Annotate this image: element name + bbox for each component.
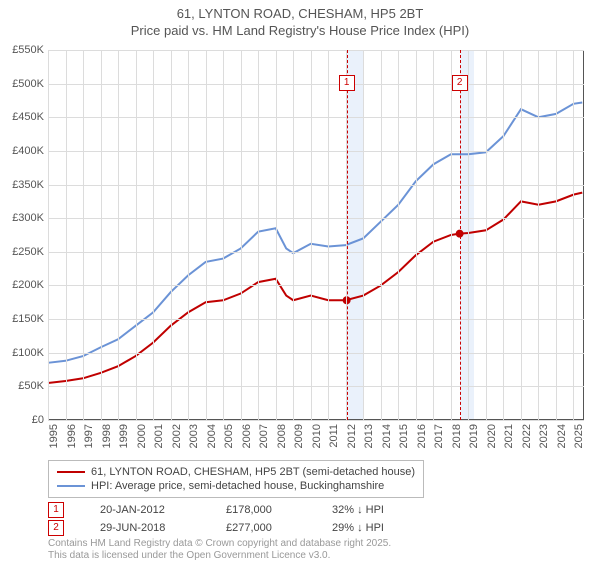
data-points-table: 1 20-JAN-2012 £178,000 32% ↓ HPI 2 29-JU…: [48, 501, 422, 537]
band-marker: 2: [452, 75, 468, 91]
x-tick-label: 1998: [101, 424, 113, 448]
x-tick-label: 2009: [293, 424, 305, 448]
dp-date: 29-JUN-2018: [100, 522, 190, 534]
x-tick-label: 2002: [171, 424, 183, 448]
x-tick-label: 2018: [451, 424, 463, 448]
chart-title: 61, LYNTON ROAD, CHESHAM, HP5 2BT Price …: [0, 0, 600, 40]
legend: 61, LYNTON ROAD, CHESHAM, HP5 2BT (semi-…: [48, 460, 424, 498]
data-point-row: 2 29-JUN-2018 £277,000 29% ↓ HPI: [48, 519, 422, 537]
x-tick-label: 2000: [136, 424, 148, 448]
x-tick-label: 1996: [66, 424, 78, 448]
x-tick-label: 2003: [188, 424, 200, 448]
x-tick-label: 2015: [398, 424, 410, 448]
y-tick-label: £100K: [12, 347, 44, 359]
x-tick-label: 2012: [346, 424, 358, 448]
dp-price: £277,000: [226, 522, 296, 534]
y-tick-label: £50K: [18, 380, 44, 392]
dp-price: £178,000: [226, 504, 296, 516]
legend-item: 61, LYNTON ROAD, CHESHAM, HP5 2BT (semi-…: [57, 465, 415, 479]
x-tick-label: 2016: [416, 424, 428, 448]
y-tick-label: £550K: [12, 44, 44, 56]
marker-badge: 2: [48, 520, 64, 536]
dp-date: 20-JAN-2012: [100, 504, 190, 516]
chart-area: £0£50K£100K£150K£200K£250K£300K£350K£400…: [48, 50, 584, 420]
x-tick-label: 2019: [468, 424, 480, 448]
x-tick-label: 2022: [521, 424, 533, 448]
footer-text: Contains HM Land Registry data © Crown c…: [48, 538, 391, 562]
data-point-row: 1 20-JAN-2012 £178,000 32% ↓ HPI: [48, 501, 422, 519]
x-tick-label: 2017: [433, 424, 445, 448]
y-tick-label: £400K: [12, 145, 44, 157]
x-tick-label: 2025: [573, 424, 585, 448]
x-tick-label: 2024: [556, 424, 568, 448]
x-tick-label: 2021: [503, 424, 515, 448]
x-tick-label: 2007: [258, 424, 270, 448]
footer-line1: Contains HM Land Registry data © Crown c…: [48, 538, 391, 550]
legend-label: HPI: Average price, semi-detached house,…: [91, 480, 384, 492]
legend-swatch: [57, 471, 85, 473]
x-tick-label: 1995: [48, 424, 60, 448]
y-tick-label: £150K: [12, 313, 44, 325]
y-tick-label: £250K: [12, 246, 44, 258]
title-line2: Price paid vs. HM Land Registry's House …: [0, 23, 600, 40]
legend-label: 61, LYNTON ROAD, CHESHAM, HP5 2BT (semi-…: [91, 466, 415, 478]
band-marker: 1: [339, 75, 355, 91]
y-tick-label: £350K: [12, 179, 44, 191]
x-tick-label: 2006: [241, 424, 253, 448]
title-line1: 61, LYNTON ROAD, CHESHAM, HP5 2BT: [0, 6, 600, 23]
marker-badge: 1: [48, 502, 64, 518]
x-tick-label: 2013: [363, 424, 375, 448]
y-tick-label: £500K: [12, 78, 44, 90]
x-tick-label: 2011: [328, 424, 340, 448]
dp-pct: 29% ↓ HPI: [332, 522, 422, 534]
x-tick-label: 2001: [153, 424, 165, 448]
x-tick-label: 2008: [276, 424, 288, 448]
legend-item: HPI: Average price, semi-detached house,…: [57, 479, 415, 493]
x-tick-label: 2010: [311, 424, 323, 448]
x-tick-label: 2005: [223, 424, 235, 448]
legend-swatch: [57, 485, 85, 487]
y-tick-label: £200K: [12, 279, 44, 291]
y-tick-label: £300K: [12, 212, 44, 224]
y-tick-label: £450K: [12, 111, 44, 123]
x-tick-label: 2014: [381, 424, 393, 448]
x-tick-label: 2023: [538, 424, 550, 448]
footer-line2: This data is licensed under the Open Gov…: [48, 550, 391, 562]
y-tick-label: £0: [32, 414, 44, 426]
x-tick-label: 1999: [118, 424, 130, 448]
x-tick-label: 1997: [83, 424, 95, 448]
x-tick-label: 2020: [486, 424, 498, 448]
dp-pct: 32% ↓ HPI: [332, 504, 422, 516]
x-tick-label: 2004: [206, 424, 218, 448]
